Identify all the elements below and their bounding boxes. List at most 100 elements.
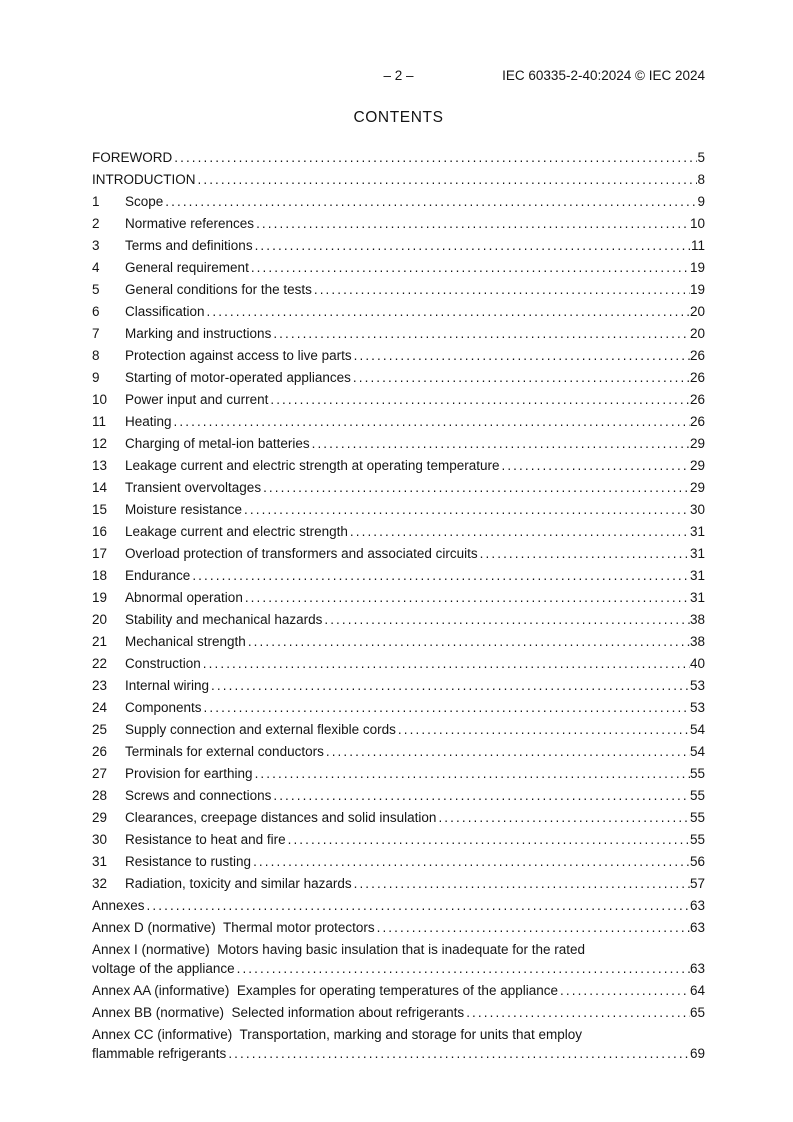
toc-entry-page-number: 65 <box>689 1005 705 1020</box>
toc-dot-leader <box>273 324 690 343</box>
toc-entry-page-number: 26 <box>689 392 705 407</box>
toc-entry: 15 Moisture resistance 30 <box>92 500 705 519</box>
toc-entry-page-number: 29 <box>689 436 705 451</box>
toc-entry: INTRODUCTION 8 <box>92 170 705 189</box>
toc-entry-clause-number: 32 <box>92 876 108 891</box>
toc-entry-clause-number: 14 <box>92 480 108 495</box>
toc-entry-title: flammable refrigerants <box>92 1046 227 1061</box>
toc-entry: 22 Construction 40 <box>92 654 705 673</box>
toc-entry-page-number: 31 <box>689 524 705 539</box>
toc-dot-leader <box>501 456 689 475</box>
toc-dot-leader <box>353 368 690 387</box>
toc-entry: 20 Stability and mechanical hazards 38 <box>92 610 705 629</box>
toc-entry: Annex BB (normative) Selected informatio… <box>92 1003 705 1022</box>
toc-entry-title: FOREWORD <box>92 150 173 165</box>
toc-entry-clause-number: 22 <box>92 656 108 671</box>
toc-entry-title: General conditions for the tests <box>125 282 312 297</box>
toc-entry: 14 Transient overvoltages 29 <box>92 478 705 497</box>
toc-entry-page-number: 31 <box>689 546 705 561</box>
toc-entry-title: Provision for earthing <box>125 766 253 781</box>
toc-entry: 1 Scope 9 <box>92 192 705 211</box>
toc-entry: Annex CC (informative) Transportation, m… <box>92 1025 705 1044</box>
toc-dot-leader <box>192 566 690 585</box>
toc-entry-page-number: 10 <box>689 216 705 231</box>
toc-entry-clause-number: 19 <box>92 590 108 605</box>
toc-entry-title: Construction <box>125 656 201 671</box>
toc-entry-title: Marking and instructions <box>125 326 272 341</box>
toc-entry-clause-number: 27 <box>92 766 108 781</box>
toc-dot-leader <box>354 874 690 893</box>
toc-dot-leader <box>312 434 690 453</box>
toc-entry: 18 Endurance 31 <box>92 566 705 585</box>
toc-entry: 21 Mechanical strength 38 <box>92 632 705 651</box>
toc-entry-page-number: 63 <box>689 898 705 913</box>
toc-entry-clause-number: 29 <box>92 810 108 825</box>
toc-entry-page-number: 9 <box>697 194 705 209</box>
toc-entry-title: Scope <box>125 194 164 209</box>
toc-dot-leader <box>211 676 690 695</box>
toc-entry: 5 General conditions for the tests 19 <box>92 280 705 299</box>
toc-entry-clause-number: 28 <box>92 788 108 803</box>
toc-dot-leader <box>438 808 690 827</box>
toc-entry-page-number: 57 <box>689 876 705 891</box>
toc-entry-clause-number: 6 <box>92 304 100 319</box>
toc-entry: 7 Marking and instructions 20 <box>92 324 705 343</box>
toc-entry: 29 Clearances, creepage distances and so… <box>92 808 705 827</box>
toc-entry-title: Resistance to heat and fire <box>125 832 286 847</box>
toc-entry: 16 Leakage current and electric strength… <box>92 522 705 541</box>
contents-heading: CONTENTS <box>353 109 444 126</box>
toc-dot-leader <box>326 742 690 761</box>
toc-dot-leader <box>466 1003 690 1022</box>
toc-entry-clause-number: 3 <box>92 238 100 253</box>
toc-entry-clause-number: 15 <box>92 502 108 517</box>
toc-entry-title: Terminals for external conductors <box>125 744 324 759</box>
toc-entry-page-number: 20 <box>689 304 705 319</box>
toc-entry: 30 Resistance to heat and fire 55 <box>92 830 705 849</box>
toc-entry-page-number: 19 <box>689 260 705 275</box>
toc-entry-clause-number: 2 <box>92 216 100 231</box>
toc-dot-leader <box>198 170 698 189</box>
toc-entry-page-number: 29 <box>689 458 705 473</box>
toc-entry-clause-number: 8 <box>92 348 100 363</box>
toc-entry-title: Annex I (normative) Motors having basic … <box>92 942 586 957</box>
toc-entry-title: Mechanical strength <box>125 634 246 649</box>
toc-entry-clause-number: 10 <box>92 392 108 407</box>
toc-entry-title: Clearances, creepage distances and solid… <box>125 810 437 825</box>
toc-entry: flammable refrigerants 69 <box>92 1044 705 1063</box>
toc-entry-page-number: 20 <box>689 326 705 341</box>
toc-entry: 6 Classification 20 <box>92 302 705 321</box>
toc-entry-title: Power input and current <box>125 392 269 407</box>
toc-dot-leader <box>263 478 690 497</box>
toc-entry-clause-number: 31 <box>92 854 108 869</box>
toc-entry-clause-number: 9 <box>92 370 100 385</box>
table-of-contents: FOREWORD 5 INTRODUCTION 8 1 Scope 9 2 No… <box>92 148 705 1063</box>
toc-entry-title: Transient overvoltages <box>125 480 262 495</box>
toc-dot-leader <box>377 918 690 937</box>
toc-entry: 19 Abnormal operation 31 <box>92 588 705 607</box>
toc-entry-page-number: 38 <box>689 612 705 627</box>
toc-entry-page-number: 26 <box>689 370 705 385</box>
toc-entry-page-number: 29 <box>689 480 705 495</box>
toc-entry: 10 Power input and current 26 <box>92 390 705 409</box>
toc-dot-leader <box>288 830 690 849</box>
toc-dot-leader <box>248 632 690 651</box>
toc-entry-page-number: 38 <box>689 634 705 649</box>
header-page-number: – 2 – <box>383 68 414 83</box>
toc-entry: 27 Provision for earthing 55 <box>92 764 705 783</box>
toc-dot-leader <box>237 959 690 978</box>
toc-dot-leader <box>174 412 690 431</box>
page-header: – 2 – IEC 60335-2-40:2024 © IEC 2024 <box>92 68 705 84</box>
toc-entry-clause-number: 25 <box>92 722 108 737</box>
toc-dot-leader <box>245 588 690 607</box>
toc-entry-clause-number: 17 <box>92 546 108 561</box>
toc-entry-clause-number: 7 <box>92 326 100 341</box>
toc-dot-leader <box>354 346 690 365</box>
toc-entry-page-number: 64 <box>689 983 705 998</box>
toc-entry-title: Annex D (normative) Thermal motor protec… <box>92 920 375 935</box>
toc-entry: Annex AA (informative) Examples for oper… <box>92 981 705 1000</box>
toc-entry-title: Overload protection of transformers and … <box>125 546 478 561</box>
toc-entry-title: voltage of the appliance <box>92 961 235 976</box>
toc-entry-title: INTRODUCTION <box>92 172 196 187</box>
toc-entry-title: General requirement <box>125 260 249 275</box>
toc-entry-clause-number: 5 <box>92 282 100 297</box>
